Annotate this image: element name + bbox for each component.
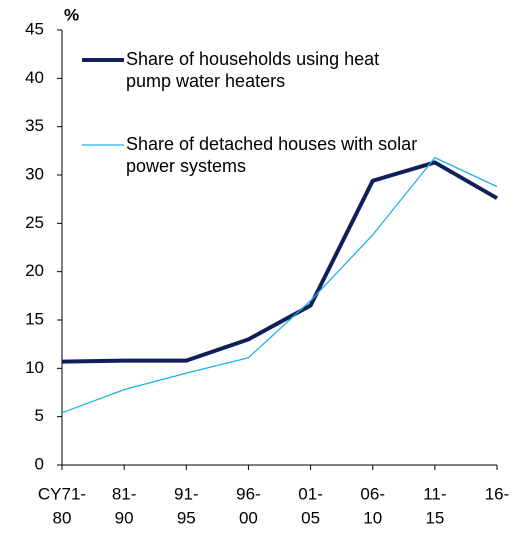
y-tick-label: 25 (25, 213, 44, 232)
x-tick-label: 10 (363, 508, 382, 527)
series-line (61, 160, 498, 364)
x-tick-label: 90 (115, 508, 134, 527)
series-line (61, 156, 498, 414)
x-tick-label: 16- (485, 484, 510, 503)
x-tick-label: 06- (360, 484, 385, 503)
y-tick-label: 20 (25, 261, 44, 280)
x-tick-label: 11- (423, 484, 446, 503)
x-tick-label: 05 (301, 508, 320, 527)
x-tick-label: 96- (236, 484, 261, 503)
legend-label: Share of detached houses with solar powe… (126, 134, 418, 176)
y-tick-label: 40 (25, 68, 44, 87)
x-tick-label: CY71- (38, 484, 86, 503)
x-tick-label: 00 (239, 508, 258, 527)
x-tick-label: 01- (298, 484, 323, 503)
y-tick-label: 30 (25, 164, 44, 183)
x-tick-label: 81- (112, 484, 137, 503)
x-tick-label: 91- (174, 484, 199, 503)
y-tick-label: 45 (25, 19, 44, 38)
y-tick-label: 10 (25, 358, 44, 377)
x-tick-label: 15 (425, 508, 444, 527)
y-tick-label: 15 (25, 309, 44, 328)
y-tick-label: 0 (35, 454, 44, 473)
x-tick-label: 80 (53, 508, 72, 527)
x-tick-label: 95 (177, 508, 196, 527)
legend-label: Share of households using heat pump wate… (126, 49, 380, 91)
y-axis-label: % (64, 5, 79, 24)
y-tick-label: 35 (25, 116, 44, 135)
y-tick-label: 5 (35, 406, 44, 425)
